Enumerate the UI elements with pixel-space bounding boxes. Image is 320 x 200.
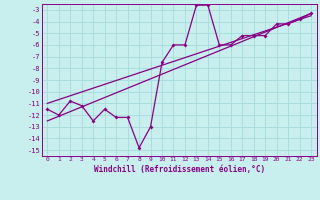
X-axis label: Windchill (Refroidissement éolien,°C): Windchill (Refroidissement éolien,°C) [94, 165, 265, 174]
